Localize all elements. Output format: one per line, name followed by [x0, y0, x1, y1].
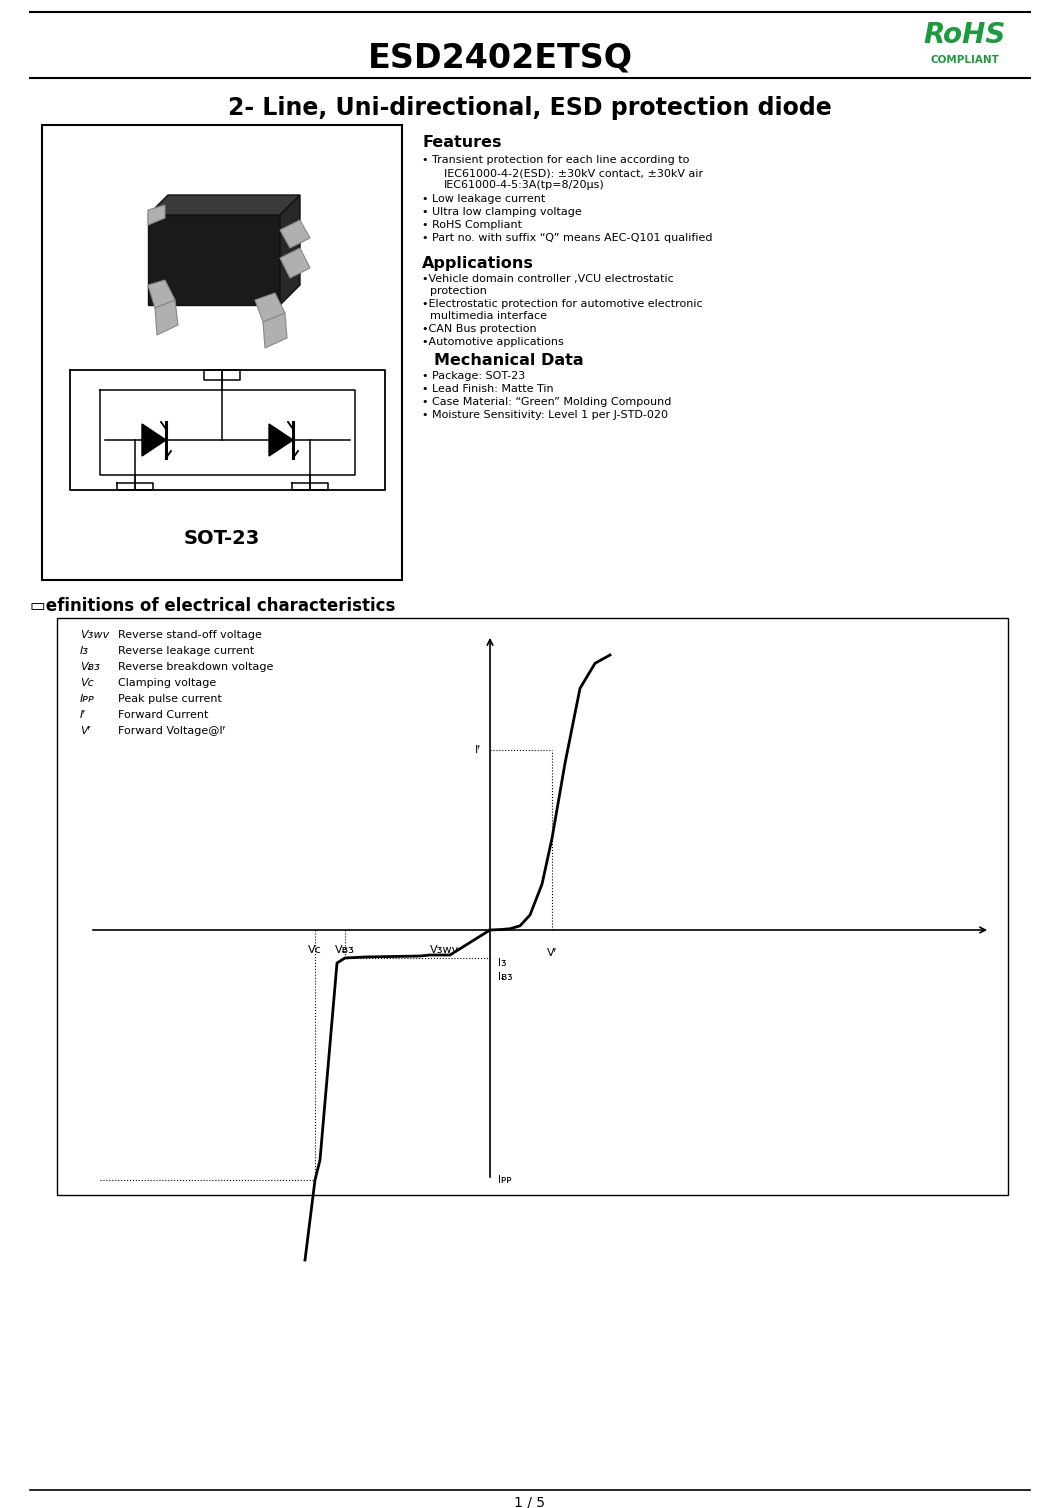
- Text: Vᶠ: Vᶠ: [547, 949, 558, 958]
- Text: • Moisture Sensitivity: Level 1 per J-STD-020: • Moisture Sensitivity: Level 1 per J-ST…: [422, 410, 668, 421]
- Text: Applications: Applications: [422, 256, 534, 271]
- Polygon shape: [269, 424, 293, 455]
- Text: •Vehicle domain controller ,VCU electrostatic: •Vehicle domain controller ,VCU electros…: [422, 274, 674, 284]
- Text: Iᴣ: Iᴣ: [80, 645, 89, 656]
- Text: 2- Line, Uni-directional, ESD protection diode: 2- Line, Uni-directional, ESD protection…: [228, 97, 832, 121]
- Text: RoHS: RoHS: [924, 21, 1006, 48]
- Text: Iᶠ: Iᶠ: [80, 710, 87, 719]
- Text: •CAN Bus protection: •CAN Bus protection: [422, 324, 536, 333]
- Text: •Electrostatic protection for automotive electronic: •Electrostatic protection for automotive…: [422, 299, 703, 309]
- Text: Peak pulse current: Peak pulse current: [118, 694, 222, 704]
- Text: Iᴣ: Iᴣ: [498, 958, 507, 968]
- Polygon shape: [280, 247, 310, 277]
- Text: • Lead Finish: Matte Tin: • Lead Finish: Matte Tin: [422, 385, 553, 394]
- Text: IEC61000-4-2(ESD): ±30kV contact, ±30kV air: IEC61000-4-2(ESD): ±30kV contact, ±30kV …: [444, 167, 703, 178]
- Text: Iᴘᴘ: Iᴘᴘ: [498, 1175, 512, 1185]
- Text: Vᴃᴣ: Vᴃᴣ: [335, 946, 355, 955]
- Text: 1 / 5: 1 / 5: [514, 1494, 546, 1508]
- Text: Reverse leakage current: Reverse leakage current: [118, 645, 254, 656]
- Text: • Case Material: “Green” Molding Compound: • Case Material: “Green” Molding Compoun…: [422, 397, 671, 407]
- Text: Vᴄ: Vᴄ: [308, 946, 322, 955]
- Polygon shape: [148, 195, 300, 216]
- Text: Vᴣᴡᴠ: Vᴣᴡᴠ: [80, 630, 109, 639]
- Text: Clamping voltage: Clamping voltage: [118, 679, 216, 688]
- Text: COMPLIANT: COMPLIANT: [931, 54, 1000, 65]
- Bar: [57, 618, 1008, 1194]
- Polygon shape: [148, 205, 165, 225]
- Text: SOT-23: SOT-23: [183, 528, 260, 547]
- Text: Vᶠ: Vᶠ: [80, 725, 91, 736]
- Text: Reverse breakdown voltage: Reverse breakdown voltage: [118, 662, 273, 673]
- Polygon shape: [280, 195, 300, 305]
- Polygon shape: [148, 280, 175, 308]
- Text: • RoHS Compliant: • RoHS Compliant: [422, 220, 522, 231]
- Text: Forward Current: Forward Current: [118, 710, 209, 719]
- Text: Mechanical Data: Mechanical Data: [434, 353, 584, 368]
- Polygon shape: [148, 216, 280, 305]
- Polygon shape: [263, 314, 287, 348]
- Text: ESD2402ETSQ: ESD2402ETSQ: [368, 42, 633, 74]
- Text: ▭efinitions of electrical characteristics: ▭efinitions of electrical characteristic…: [30, 597, 395, 615]
- Text: Iᴃᴣ: Iᴃᴣ: [498, 973, 513, 982]
- Text: • Package: SOT-23: • Package: SOT-23: [422, 371, 526, 382]
- Text: multimedia interface: multimedia interface: [430, 311, 547, 321]
- Polygon shape: [280, 220, 310, 247]
- Text: • Part no. with suffix “Q” means AEC-Q101 qualified: • Part no. with suffix “Q” means AEC-Q10…: [422, 234, 712, 243]
- Text: protection: protection: [430, 287, 487, 296]
- Text: Vᴃᴣ: Vᴃᴣ: [80, 662, 100, 673]
- Text: IEC61000-4-5:3A(tp=8/20μs): IEC61000-4-5:3A(tp=8/20μs): [444, 179, 605, 190]
- Text: • Low leakage current: • Low leakage current: [422, 195, 545, 204]
- Text: Iᶠ: Iᶠ: [475, 745, 482, 756]
- Text: Reverse stand-off voltage: Reverse stand-off voltage: [118, 630, 262, 639]
- Text: Vᴄ: Vᴄ: [80, 679, 93, 688]
- Text: • Ultra low clamping voltage: • Ultra low clamping voltage: [422, 207, 582, 217]
- Polygon shape: [255, 293, 285, 323]
- Text: •Automotive applications: •Automotive applications: [422, 336, 564, 347]
- Text: Vᴣᴡᴠ: Vᴣᴡᴠ: [430, 946, 459, 955]
- Text: Iᴘᴘ: Iᴘᴘ: [80, 694, 95, 704]
- Text: Forward Voltage@Iᶠ: Forward Voltage@Iᶠ: [118, 725, 226, 736]
- Text: Features: Features: [422, 136, 501, 149]
- Polygon shape: [142, 424, 166, 455]
- Text: • Transient protection for each line according to: • Transient protection for each line acc…: [422, 155, 689, 164]
- Bar: [42, 125, 402, 581]
- Polygon shape: [155, 300, 178, 335]
